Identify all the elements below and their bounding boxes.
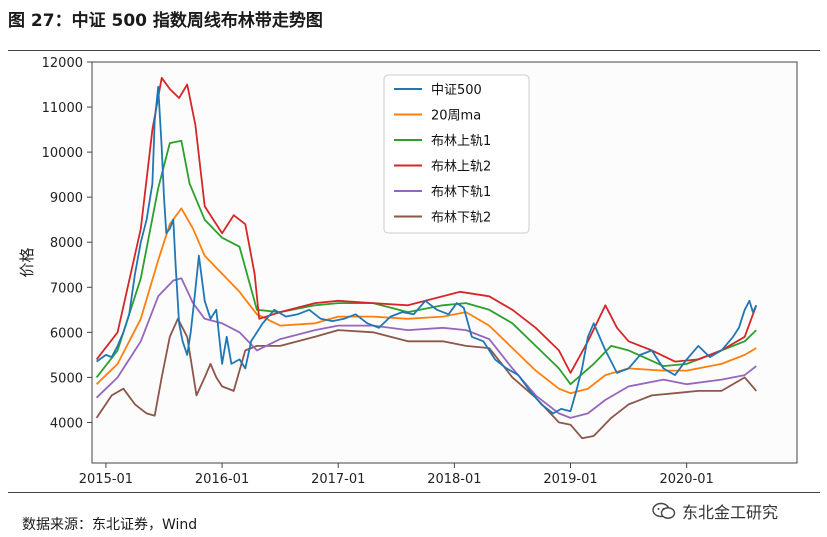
series-line-lower2	[95, 317, 757, 440]
figure-title: 图 27：中证 500 指数周线布林带走势图	[8, 11, 323, 31]
legend-label: 20周ma	[431, 109, 481, 124]
series-line-upper1	[95, 139, 757, 386]
x-tick-label: 2017-01	[311, 472, 365, 487]
x-tick-label: 2016-01	[195, 472, 249, 487]
y-tick-label: 7000	[50, 281, 83, 296]
source-divider	[8, 492, 820, 493]
x-tick-label: 2019-01	[543, 472, 597, 487]
y-tick-label: 11000	[42, 101, 83, 116]
y-tick-label: 6000	[50, 326, 83, 341]
series-line-zz500	[96, 85, 758, 415]
legend-label: 布林下轨1	[431, 185, 491, 200]
watermark-text: 东北金工研究	[682, 503, 779, 522]
y-tick-label: 5000	[50, 371, 83, 386]
y-tick-label: 4000	[50, 416, 83, 431]
x-tick-label: 2015-01	[79, 472, 133, 487]
x-tick-label: 2020-01	[659, 472, 713, 487]
legend-label: 布林下轨2	[431, 211, 491, 226]
y-axis-label: 价格	[18, 247, 36, 277]
legend-label: 中证500	[431, 83, 482, 98]
legend-box	[383, 74, 530, 234]
y-tick-label: 8000	[50, 236, 83, 251]
series-line-lower1	[95, 277, 757, 419]
y-tick-label: 10000	[42, 146, 83, 161]
x-tick-label: 2018-01	[427, 472, 481, 487]
legend-label: 布林上轨1	[431, 134, 491, 149]
y-tick-label: 12000	[42, 56, 83, 71]
y-tick-label: 9000	[50, 191, 83, 206]
source-note: 数据来源：东北证券，Wind	[22, 517, 198, 533]
wechat-icon	[652, 502, 676, 519]
title-divider	[8, 50, 820, 51]
legend-label: 布林上轨2	[431, 160, 491, 175]
watermark: 东北金工研究	[652, 499, 778, 523]
series-line-upper2	[95, 76, 758, 374]
